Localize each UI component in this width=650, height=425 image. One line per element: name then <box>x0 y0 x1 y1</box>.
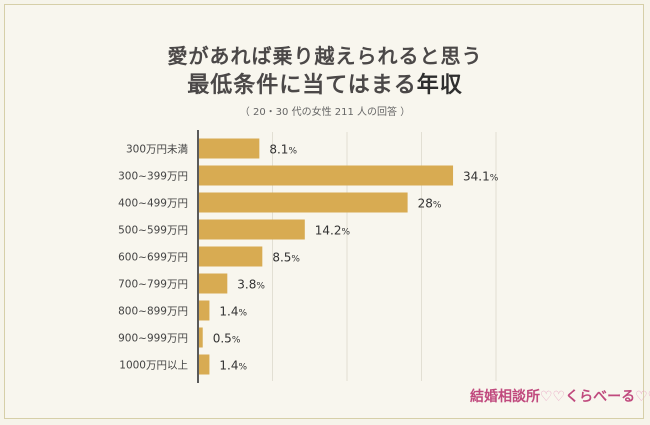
title-accent: 年収 <box>416 73 463 98</box>
bar <box>199 219 305 240</box>
chart-subtitle: （ 20・30 代の女性 211 人の回答 ） <box>239 107 411 118</box>
data-label: 14.2% <box>315 224 351 238</box>
bar <box>199 138 260 159</box>
category-label: 300万円未満 <box>126 144 189 156</box>
category-label: 300~399万円 <box>118 171 188 183</box>
data-label: 8.1% <box>269 143 297 157</box>
data-label: 28% <box>418 197 442 211</box>
brand-logo: 結婚相談所♡♡くらべーる♡♡ <box>470 386 650 406</box>
chart-title-line2: 最低条件に当てはまる年収 <box>0 67 650 99</box>
category-label: 800~899万円 <box>118 306 188 318</box>
bar <box>199 273 228 294</box>
logo-text: 結婚相談所 <box>470 389 540 405</box>
bar <box>199 192 408 213</box>
bar <box>199 354 210 375</box>
category-label: 500~599万円 <box>118 225 188 237</box>
heart-icon: ♡♡ <box>540 389 566 405</box>
heart-icon: ♡♡ <box>635 389 650 405</box>
category-label: 400~499万円 <box>118 198 188 210</box>
category-label: 900~999万円 <box>118 333 188 345</box>
data-label: 8.5% <box>272 251 300 265</box>
data-label: 0.5% <box>213 332 241 346</box>
data-label: 1.4% <box>219 305 247 319</box>
bars: 300万円未満 8.1% 300~399万円 34.1% 400~499万円 28% 500… <box>118 138 499 375</box>
category-label: 700~799万円 <box>118 279 188 291</box>
bar <box>199 327 203 348</box>
data-label: 1.4% <box>219 359 247 373</box>
title-prefix: 最低条件に当てはまる <box>187 73 417 98</box>
category-label: 600~699万円 <box>118 252 188 264</box>
data-label: 3.8% <box>237 278 265 292</box>
logo-text2: くらべーる <box>565 389 636 405</box>
data-label: 34.1% <box>463 170 499 184</box>
bar <box>199 165 454 186</box>
category-label: 1000万円以上 <box>119 360 188 372</box>
chart-title-line1: 愛があれば乗り越えられると思う <box>167 44 483 68</box>
bar <box>199 246 263 267</box>
bar <box>199 300 210 321</box>
